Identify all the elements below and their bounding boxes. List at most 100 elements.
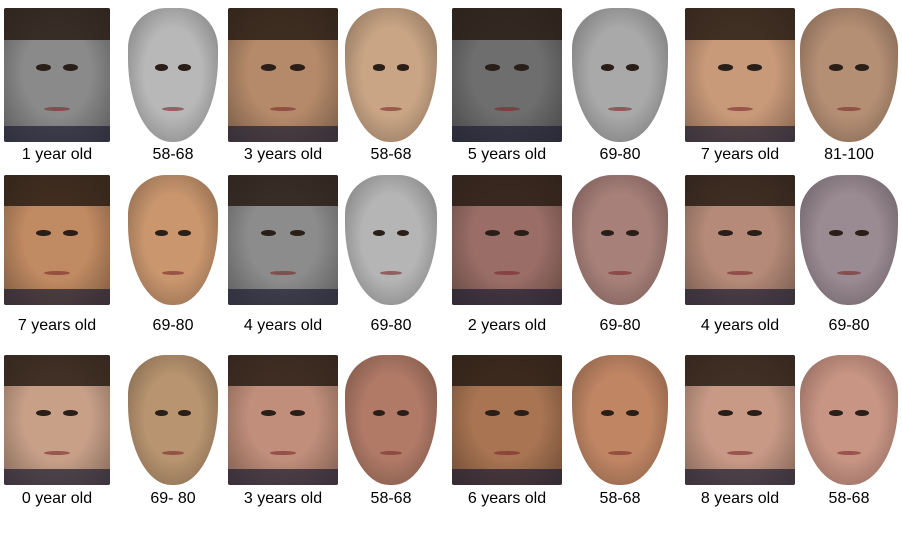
shirt [4, 125, 110, 142]
age-label: 7 years old [700, 146, 780, 163]
age-label: 4 years old [700, 317, 780, 334]
mouth [44, 271, 70, 276]
eye [854, 229, 869, 237]
age-label: 4 years old [243, 317, 323, 334]
mouth [269, 107, 297, 112]
aged-face-image [345, 355, 437, 485]
eye [513, 229, 529, 237]
eye [372, 64, 386, 71]
child-photo [228, 175, 338, 305]
hair [685, 8, 795, 41]
shirt [685, 289, 795, 305]
eye [396, 229, 410, 237]
age-group-label: 58-68 [370, 146, 412, 163]
age-label: 5 years old [467, 146, 547, 163]
eye [854, 409, 869, 417]
mouth [379, 451, 403, 456]
child-photo [685, 8, 795, 142]
mouth [726, 107, 754, 112]
eye [485, 64, 501, 71]
shirt [452, 469, 562, 485]
eye [155, 229, 168, 237]
child-photo [228, 355, 338, 485]
child-photo [685, 175, 795, 305]
eye [289, 229, 305, 237]
eye [600, 409, 615, 417]
shirt [228, 469, 338, 485]
eye [372, 229, 386, 237]
mouth [269, 451, 297, 456]
child-photo [4, 355, 110, 485]
shirt [4, 469, 110, 485]
eye [513, 409, 529, 417]
hair [4, 8, 110, 41]
eye [155, 64, 168, 71]
mouth [162, 451, 184, 456]
mouth [379, 107, 403, 112]
hair [452, 175, 562, 207]
age-group-label: 69-80 [828, 317, 870, 334]
eye [63, 64, 79, 71]
eye [35, 409, 51, 417]
mouth [608, 271, 632, 276]
eye [829, 409, 844, 417]
age-group-label: 69-80 [599, 146, 641, 163]
age-label: 0 year old [21, 490, 93, 507]
shirt [685, 469, 795, 485]
eye [372, 409, 386, 417]
aged-face-image [572, 8, 668, 142]
age-label: 2 years old [467, 317, 547, 334]
age-group-label: 69- 80 [150, 490, 196, 507]
mouth [162, 271, 184, 276]
aged-face-image [800, 175, 898, 305]
eye [625, 409, 640, 417]
aged-face-image [800, 8, 898, 142]
eye [718, 409, 734, 417]
eye [625, 229, 640, 237]
eye [178, 409, 191, 417]
eye [854, 64, 869, 71]
mouth [493, 271, 521, 276]
eye [746, 229, 762, 237]
eye [261, 64, 277, 71]
mouth [608, 107, 632, 112]
shirt [452, 289, 562, 305]
mouth [493, 107, 521, 112]
hair [4, 355, 110, 387]
eye [746, 64, 762, 71]
age-group-label: 58-68 [828, 490, 870, 507]
age-group-label: 69-80 [370, 317, 412, 334]
child-photo [4, 175, 110, 305]
age-group-label: 81-100 [824, 146, 874, 163]
hair [452, 8, 562, 41]
mouth [837, 271, 861, 276]
hair [228, 355, 338, 387]
mouth [608, 451, 632, 456]
aged-face-image [572, 355, 668, 485]
eye [829, 229, 844, 237]
age-label: 3 years old [243, 146, 323, 163]
mouth [837, 107, 861, 112]
shirt [4, 289, 110, 305]
child-photo [452, 8, 562, 142]
child-photo [4, 8, 110, 142]
eye [261, 229, 277, 237]
eye [178, 229, 191, 237]
hair [452, 355, 562, 387]
shirt [228, 289, 338, 305]
eye [63, 409, 79, 417]
eye [718, 64, 734, 71]
eye [289, 64, 305, 71]
mouth [269, 271, 297, 276]
age-label: 7 years old [17, 317, 97, 334]
aged-face-image [345, 175, 437, 305]
age-label: 8 years old [700, 490, 780, 507]
hair [228, 8, 338, 41]
eye [396, 409, 410, 417]
hair [4, 175, 110, 207]
aged-face-image [128, 8, 218, 142]
eye [396, 64, 410, 71]
mouth [726, 271, 754, 276]
eye [35, 64, 51, 71]
mouth [726, 451, 754, 456]
